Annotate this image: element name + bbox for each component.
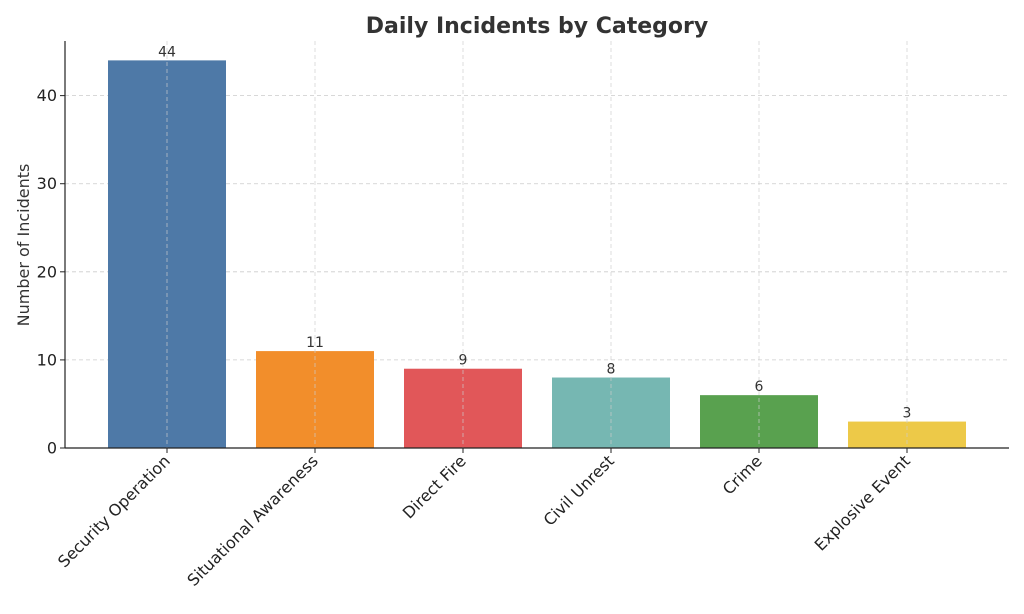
y-ticks: 0 10 20 30 40 [37, 86, 65, 458]
x-tick-label: Civil Unrest [540, 451, 618, 529]
data-label: 6 [755, 379, 764, 395]
data-labels: 44 11 9 8 6 3 [158, 44, 911, 421]
data-label: 3 [903, 406, 912, 422]
bars [108, 60, 966, 448]
y-tick-label: 20 [37, 262, 57, 281]
x-tick-label: Crime [719, 451, 766, 498]
y-tick-label: 10 [37, 350, 57, 369]
data-label: 8 [607, 362, 616, 378]
chart-title: Daily Incidents by Category [366, 14, 708, 39]
x-tick-label: Explosive Event [811, 451, 914, 554]
y-tick-label: 30 [37, 174, 57, 193]
x-tick-label: Security Operation [54, 451, 174, 571]
y-tick-label: 40 [37, 86, 57, 105]
data-label: 44 [158, 44, 176, 60]
x-tick-label: Situational Awareness [183, 451, 321, 589]
x-tick-label: Direct Fire [399, 451, 470, 522]
y-tick-label: 0 [47, 439, 57, 458]
x-ticks: Security Operation Situational Awareness D… [54, 448, 914, 590]
data-label: 9 [459, 353, 468, 369]
vertical-grid [166, 41, 908, 448]
y-axis-label: Number of Incidents [14, 164, 33, 327]
data-label: 11 [306, 335, 324, 351]
